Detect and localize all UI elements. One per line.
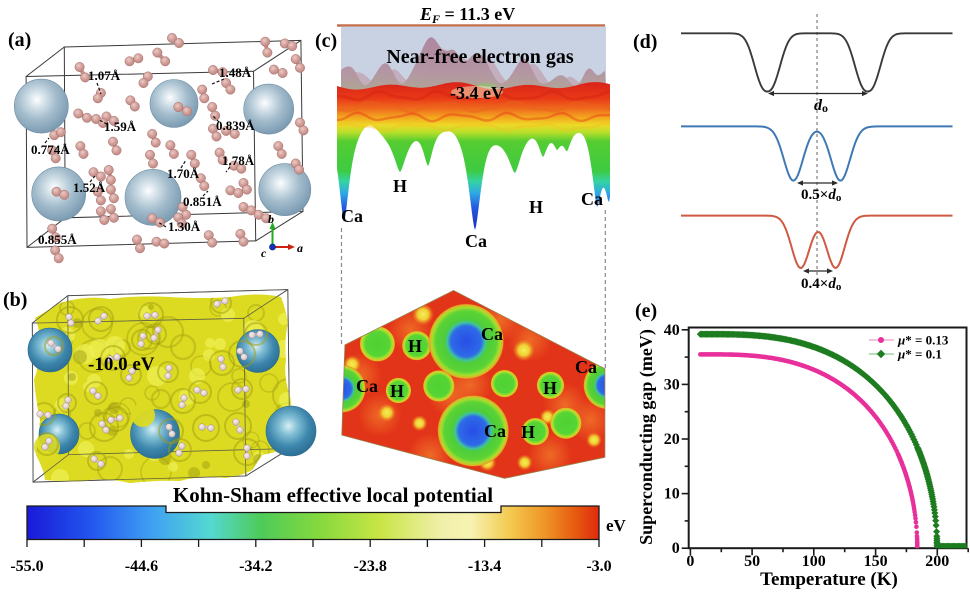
svg-text:H: H — [543, 378, 557, 398]
svg-text:0.839Å: 0.839Å — [216, 118, 255, 133]
svg-text:50: 50 — [744, 553, 760, 570]
svg-text:30: 30 — [664, 376, 680, 393]
svg-text:do: do — [814, 97, 828, 115]
svg-text:200: 200 — [925, 553, 949, 570]
svg-text:a: a — [297, 241, 303, 255]
svg-text:Ca: Ca — [481, 324, 503, 344]
svg-text:μ* = 0.1: μ* = 0.1 — [897, 347, 942, 362]
svg-text:0.855Å: 0.855Å — [38, 232, 77, 247]
svg-text:Ca: Ca — [341, 206, 363, 226]
svg-text:1.52Å: 1.52Å — [73, 180, 106, 195]
svg-text:0: 0 — [672, 540, 680, 557]
svg-text:20: 20 — [664, 431, 680, 448]
svg-text:H: H — [390, 381, 404, 401]
svg-text:100: 100 — [802, 553, 826, 570]
svg-text:1.48Å: 1.48Å — [219, 65, 252, 80]
svg-text:-44.6: -44.6 — [125, 558, 158, 575]
svg-text:1.78Å: 1.78Å — [222, 153, 255, 168]
svg-text:0.4×do: 0.4×do — [801, 276, 842, 293]
svg-text:0.774Å: 0.774Å — [31, 142, 70, 157]
svg-text:-55.0: -55.0 — [10, 558, 43, 575]
svg-text:1.07Å: 1.07Å — [88, 68, 121, 83]
svg-text:Ca: Ca — [356, 376, 378, 396]
svg-text:-34.2: -34.2 — [239, 558, 272, 575]
svg-text:Ca: Ca — [575, 357, 597, 377]
svg-text:40: 40 — [664, 322, 680, 339]
svg-text:150: 150 — [864, 553, 888, 570]
svg-text:1.30Å: 1.30Å — [168, 219, 201, 234]
svg-text:-10.0 eV: -10.0 eV — [88, 354, 155, 375]
svg-text:H: H — [408, 336, 422, 356]
svg-text:H: H — [529, 197, 543, 217]
svg-text:-23.8: -23.8 — [354, 558, 387, 575]
svg-text:Near-free electron gas: Near-free electron gas — [386, 46, 574, 68]
svg-text:Temperature (K): Temperature (K) — [760, 569, 898, 590]
svg-text:(e): (e) — [635, 300, 657, 322]
svg-text:1.59Å: 1.59Å — [104, 119, 137, 134]
svg-text:Superconducting gap (meV): Superconducting gap (meV) — [636, 329, 657, 545]
svg-text:EF = 11.3 eV: EF = 11.3 eV — [419, 4, 515, 26]
svg-text:Ca: Ca — [465, 231, 487, 251]
svg-text:(d): (d) — [633, 31, 657, 53]
svg-text:c: c — [261, 246, 267, 260]
svg-text:-3.0: -3.0 — [586, 558, 611, 575]
svg-text:0.851Å: 0.851Å — [183, 194, 222, 209]
svg-text:0: 0 — [686, 553, 694, 570]
svg-text:b: b — [268, 212, 274, 226]
svg-text:μ* = 0.13: μ* = 0.13 — [897, 333, 949, 348]
svg-text:10: 10 — [664, 486, 680, 503]
svg-text:Kohn-Sham effective local pote: Kohn-Sham effective local potential — [173, 483, 493, 507]
svg-text:eV: eV — [606, 516, 627, 535]
svg-text:-13.4: -13.4 — [468, 558, 501, 575]
svg-text:Ca: Ca — [484, 421, 506, 441]
svg-text:H: H — [393, 176, 407, 196]
svg-text:-3.4 eV: -3.4 eV — [450, 83, 504, 103]
svg-text:(b): (b) — [3, 289, 27, 311]
svg-text:(c): (c) — [315, 30, 337, 52]
svg-text:0.5×do: 0.5×do — [801, 187, 842, 204]
svg-text:Ca: Ca — [581, 189, 603, 209]
svg-text:1.70Å: 1.70Å — [167, 166, 200, 181]
svg-text:H: H — [521, 422, 535, 442]
svg-text:(a): (a) — [8, 29, 31, 51]
